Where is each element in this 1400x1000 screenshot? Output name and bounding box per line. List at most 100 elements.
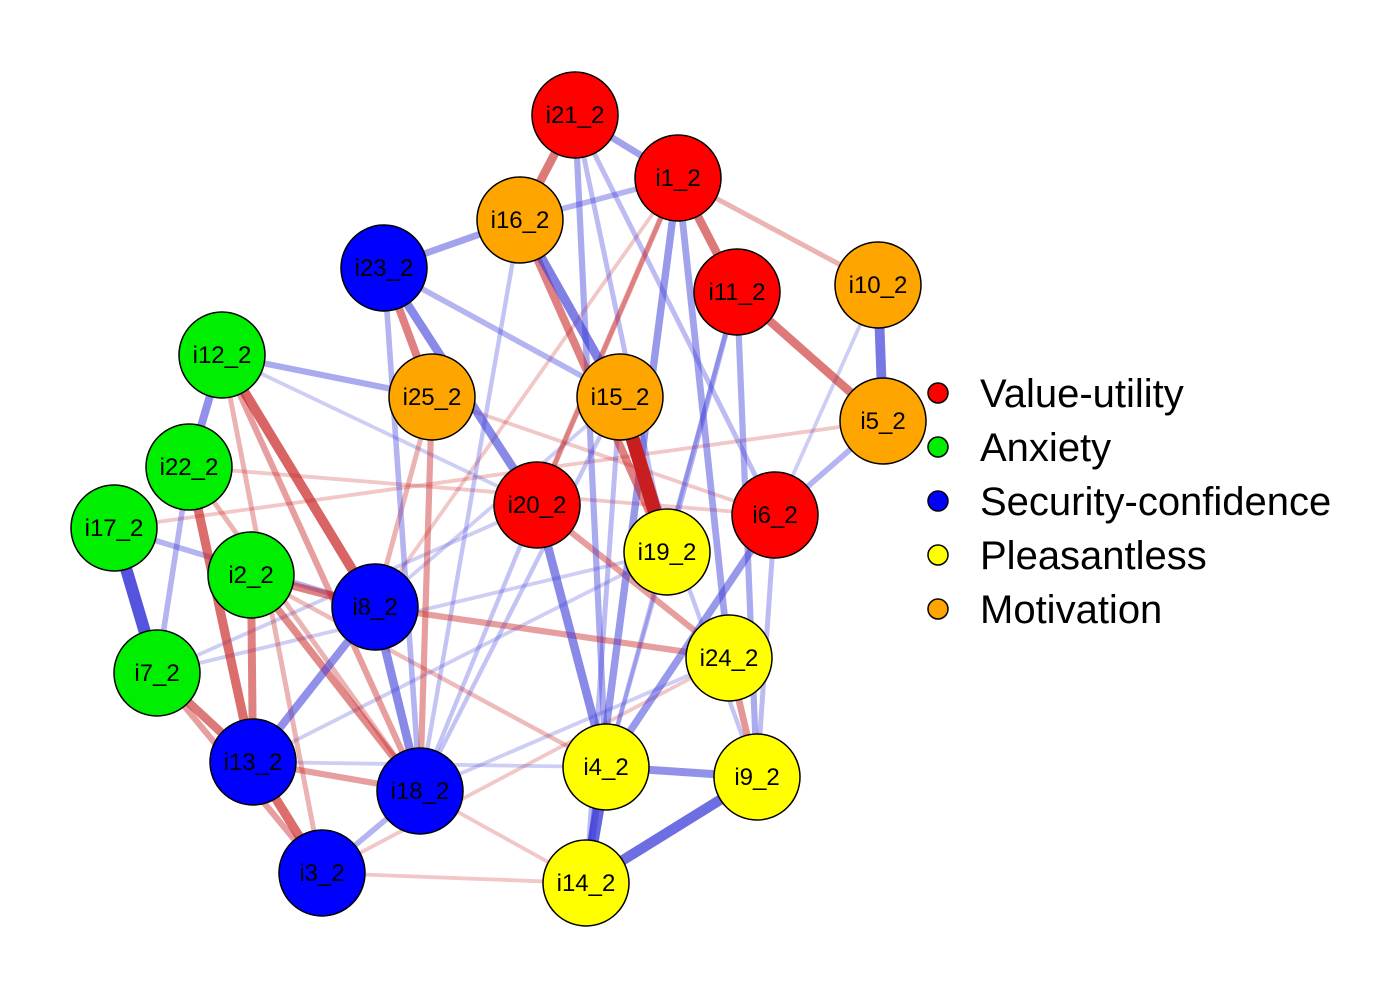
node-label: i2_2: [228, 562, 273, 589]
node-label: i8_2: [352, 594, 397, 621]
edge-i8_2-i24_2: [371, 603, 733, 662]
legend-item-anxiety: Anxiety: [927, 426, 1111, 470]
node-i6_2: i6_2: [731, 471, 819, 559]
node-circle: [476, 176, 564, 264]
edge-i21_2-i6_2: [572, 112, 778, 518]
node-circle: [576, 353, 664, 441]
node-i1_2: i1_2: [634, 134, 722, 222]
edge-i23_2-i18_2: [381, 265, 423, 794]
node-i23_2: i23_2: [340, 224, 428, 312]
legend-swatch: [927, 544, 949, 566]
node-label: i21_2: [546, 102, 605, 129]
edge-i8_2-i1_2: [373, 176, 680, 609]
node-circle: [634, 134, 722, 222]
edge-i12_2-i3_2: [219, 352, 325, 876]
node-circle: [178, 311, 266, 399]
node-i25_2: i25_2: [388, 353, 476, 441]
edge-i3_2-i24_2: [320, 656, 731, 875]
edge-i16_2-i18_2: [417, 217, 523, 794]
legend-item-pleasantless: Pleasantless: [927, 534, 1207, 578]
edge-i18_2-i24_2: [418, 656, 731, 793]
node-i20_2: i20_2: [493, 461, 581, 549]
node-circle: [693, 248, 781, 336]
node-circle: [376, 747, 464, 835]
node-label: i13_2: [224, 749, 283, 776]
node-label: i9_2: [734, 764, 779, 791]
edge-i1_2-i20_2: [534, 175, 681, 508]
node-circle: [713, 733, 801, 821]
node-i4_2: i4_2: [562, 723, 650, 811]
node-circle: [388, 353, 476, 441]
legend-label: Security-confidence: [980, 480, 1331, 524]
node-circle: [731, 471, 819, 559]
edge-i13_2-i19_2: [251, 550, 669, 764]
edge-i22_2-i13_2: [184, 462, 258, 767]
legend-item-security-confidence: Security-confidence: [927, 480, 1331, 524]
node-i17_2: i17_2: [70, 484, 158, 572]
node-label: i19_2: [638, 539, 697, 566]
node-label: i22_2: [160, 454, 219, 481]
node-i24_2: i24_2: [685, 614, 773, 702]
node-i16_2: i16_2: [476, 176, 564, 264]
node-label: i6_2: [752, 502, 797, 529]
node-i10_2: i10_2: [834, 241, 922, 329]
node-circle: [278, 829, 366, 917]
legend: Value-utility Anxiety Security-confidence P…: [927, 372, 1331, 632]
edge-i23_2-i15_2: [381, 265, 623, 400]
node-circle: [70, 484, 158, 572]
node-label: i15_2: [591, 384, 650, 411]
node-i15_2: i15_2: [576, 353, 664, 441]
edge-i2_2-i18_2: [247, 571, 424, 795]
legend-swatch: [927, 490, 949, 512]
node-circle: [209, 718, 297, 806]
edge-i22_2-i6_2: [187, 465, 777, 517]
node-label: i10_2: [849, 272, 908, 299]
node-i3_2: i3_2: [278, 829, 366, 917]
node-label: i16_2: [491, 207, 550, 234]
node-circle: [145, 423, 233, 511]
node-label: i3_2: [299, 860, 344, 887]
node-circle: [685, 614, 773, 702]
node-label: i7_2: [134, 660, 179, 687]
edge-i12_2-i20_2: [220, 353, 539, 507]
edge-i21_2-i4_2: [571, 111, 610, 771]
legend-label: Anxiety: [980, 426, 1111, 470]
node-i18_2: i18_2: [376, 747, 464, 835]
node-circle: [834, 241, 922, 329]
legend-swatch: [927, 598, 949, 620]
edge-i12_2-i8_2: [217, 350, 380, 612]
node-i2_2: i2_2: [207, 531, 295, 619]
edge-i15_2-i18_2: [417, 394, 623, 794]
edge-i11_2-i19_2: [664, 289, 740, 555]
edge-i17_2-i5_2: [112, 419, 885, 530]
node-label: i25_2: [403, 384, 462, 411]
node-circle: [623, 508, 711, 596]
edge-i1_2-i24_2: [674, 174, 733, 662]
node-i19_2: i19_2: [623, 508, 711, 596]
legend-label: Pleasantless: [980, 534, 1207, 578]
node-circle: [113, 629, 201, 717]
node-label: i5_2: [860, 408, 905, 435]
node-i8_2: i8_2: [331, 563, 419, 651]
legend-item-value-utility: Value-utility: [927, 372, 1184, 416]
node-i11_2: i11_2: [693, 248, 781, 336]
edge-i25_2-i6_2: [430, 395, 777, 517]
node-circle: [331, 563, 419, 651]
node-label: i23_2: [355, 255, 414, 282]
node-label: i12_2: [193, 342, 252, 369]
node-label: i1_2: [655, 165, 700, 192]
node-label: i18_2: [391, 778, 450, 805]
node-circle: [839, 377, 927, 465]
node-i5_2: i5_2: [839, 377, 927, 465]
edge-i20_2-i1_2: [534, 175, 681, 508]
node-label: i17_2: [85, 515, 144, 542]
node-i21_2: i21_2: [531, 71, 619, 159]
node-i12_2: i12_2: [178, 311, 266, 399]
node-circle: [542, 839, 630, 927]
node-circle: [531, 71, 619, 159]
edge-i12_2-i18_2: [218, 351, 424, 795]
node-i13_2: i13_2: [209, 718, 297, 806]
node-i9_2: i9_2: [713, 733, 801, 821]
